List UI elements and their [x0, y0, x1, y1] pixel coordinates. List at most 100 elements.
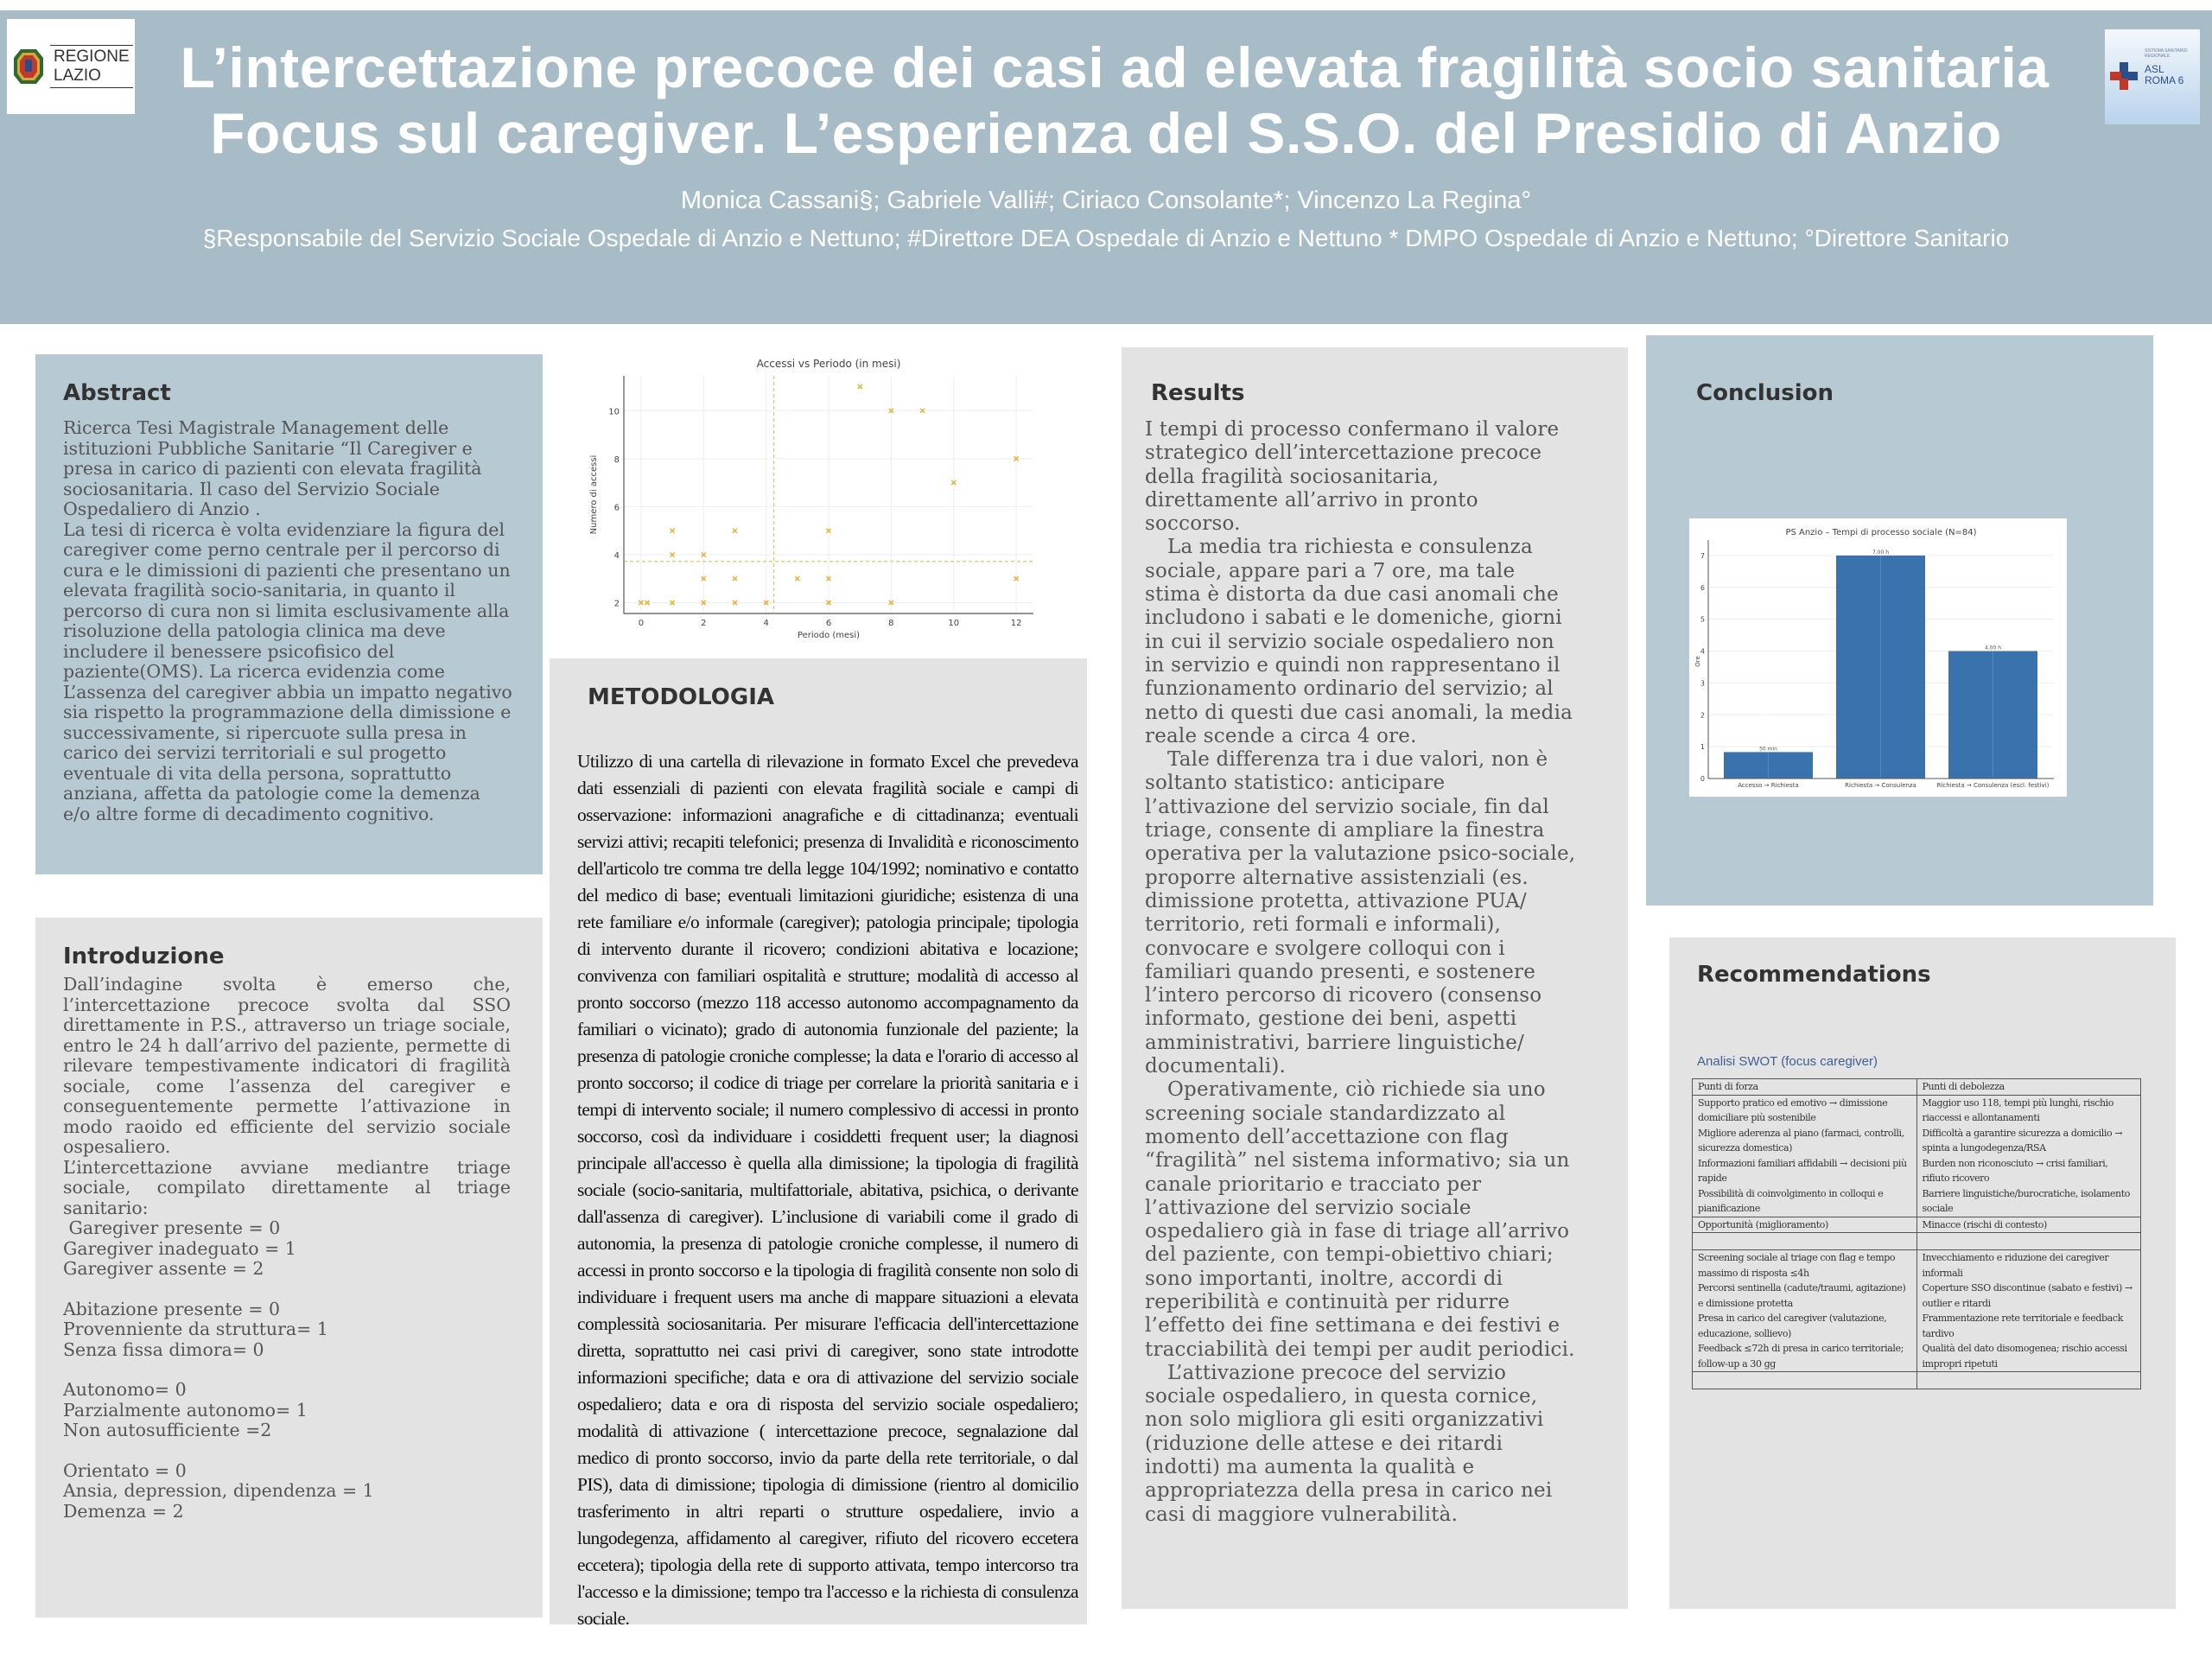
y-tick-label: 0 — [1700, 775, 1705, 783]
scatter-point — [794, 575, 800, 582]
scatter-point — [825, 528, 832, 534]
y-tick-label: 2 — [1700, 711, 1705, 719]
swot-item: Difficoltà a garantire sicurezza a domic… — [1922, 1127, 2123, 1154]
swot-opportunities-header: Opportunità (miglioramento) — [1692, 1216, 1917, 1233]
swot-item: Migliore aderenza al piano (farmaci, con… — [1698, 1127, 1904, 1154]
bar — [1836, 555, 1925, 779]
y-tick-label: 4 — [614, 551, 620, 561]
poster-title-line1: L’intercettazione precoce dei casi ad el… — [180, 35, 2050, 99]
swot-empty-row — [1692, 1371, 2141, 1389]
swot-item: Barriere linguistiche/burocratiche, isol… — [1922, 1187, 2131, 1215]
scatter-point — [825, 575, 832, 582]
swot-item: Feedback ≤72h di presa in carico territo… — [1698, 1343, 1904, 1370]
swot-header-row: Opportunità (miglioramento) Minacce (ris… — [1692, 1216, 2141, 1233]
swot-item: Percorsi sentinella (cadute/traumi, agit… — [1698, 1282, 1906, 1309]
asl-line2: ROMA 6 — [2145, 74, 2184, 86]
chart-title: PS Anzio – Tempi di processo sociale (N=… — [1785, 528, 1976, 537]
score-item: Garegiver inadeguato = 1 — [63, 1237, 296, 1259]
bar-data-label: 50 min — [1759, 746, 1777, 752]
results-heading: Results — [1151, 380, 1245, 406]
logo-text-line1: REGIONE — [54, 48, 130, 66]
y-tick-label: 6 — [614, 503, 620, 512]
x-tick-label: 0 — [639, 619, 644, 628]
swot-strengths-header: Punti di forza — [1692, 1078, 1917, 1096]
scatter-point — [919, 408, 925, 414]
score-item: Orientato = 0 — [63, 1459, 187, 1481]
swot-item: Informazioni familiari affidabili → deci… — [1698, 1157, 1907, 1185]
intro-score-group-caregiver: Garegiver presente = 0 Garegiver inadegua… — [63, 1217, 511, 1280]
logo-text-line2: LAZIO — [54, 67, 101, 85]
scatter-point — [701, 575, 707, 582]
swot-item: Qualità del dato disomogenea; rischio ac… — [1922, 1343, 2128, 1370]
poster-title-line2: Focus sul caregiver. L’esperienza del S.… — [210, 101, 2002, 165]
y-axis-label: Numero di accessi — [589, 455, 599, 535]
x-axis-label: Periodo (mesi) — [798, 631, 860, 639]
swot-table: Punti di forza Punti di debolezza Suppor… — [1692, 1078, 2141, 1389]
results-panel: Results I tempi di processo confermano i… — [1122, 347, 1628, 1609]
scatter-point — [732, 575, 738, 582]
swot-item: Frammentazione rete territoriale e feedb… — [1922, 1313, 2124, 1339]
red-cross-icon — [2110, 62, 2138, 90]
regione-lazio-logo: REGIONE LAZIO — [7, 19, 135, 114]
x-tick-label: 6 — [826, 619, 831, 628]
recommendations-heading: Recommendations — [1697, 962, 1931, 988]
swot-row: Supporto pratico ed emotivo → dimissione… — [1692, 1094, 2141, 1217]
asl-line1: ASL — [2145, 63, 2164, 75]
x-tick-label: Richiesta → Consulenza (escl. festivi) — [1937, 782, 2050, 789]
scatter-point — [638, 600, 644, 606]
scatter-point — [701, 600, 707, 606]
affiliations: §Responsabile del Servizio Sociale Osped… — [202, 225, 2010, 251]
x-tick-label: 8 — [888, 619, 893, 628]
swot-weaknesses-cell: Maggior uso 118, tempi più lunghi, risch… — [1916, 1094, 2141, 1217]
x-tick-label: Richiesta → Consulenza — [1845, 782, 1916, 789]
results-paragraph: Operativamente, ciò richiede sia uno scr… — [1145, 1078, 1575, 1361]
scatter-point — [645, 600, 651, 606]
chart-title: Accessi vs Periodo (in mesi) — [757, 358, 901, 370]
results-paragraph: I tempi di processo confermano il valore… — [1145, 418, 1560, 536]
swot-item: Screening sociale al triage con flag e t… — [1698, 1252, 1896, 1279]
y-tick-label: 4 — [1700, 648, 1705, 656]
bar — [1948, 651, 2037, 779]
score-item: Parzialmente autonomo= 1 — [63, 1399, 308, 1421]
scatter-point — [732, 528, 738, 534]
score-item: Abitazione presente = 0 — [63, 1298, 281, 1319]
bar — [1724, 752, 1813, 779]
poster-header — [0, 10, 2212, 324]
y-tick-label: 3 — [1700, 679, 1705, 687]
swot-strengths-cell: Supporto pratico ed emotivo → dimissione… — [1692, 1094, 1917, 1217]
scatter-point — [1014, 575, 1020, 582]
scatter-chart-accessi-vs-periodo: 0 2 4 6 8 10 12 2 4 6 8 10 Accessi vs Periodo (in me… — [589, 358, 1033, 639]
y-tick-label: 6 — [1700, 584, 1705, 592]
score-item: Non autosufficiente =2 — [63, 1420, 272, 1440]
x-tick-label: 2 — [701, 619, 706, 628]
conclusion-heading: Conclusion — [1696, 380, 1834, 406]
asl-roma6-logo: SISTEMA SANITARIO REGIONALE ASL ROMA 6 — [2105, 29, 2200, 124]
bar-data-label: 4.00 h — [1985, 645, 2001, 652]
intro-score-group-orientamento: Orientato = 0 Ansia, depression, dipenden… — [63, 1459, 511, 1522]
intro-score-group-abitazione: Abitazione presente = 0 Provenniente da s… — [63, 1298, 511, 1361]
y-tick-label: 10 — [608, 407, 620, 416]
intro-score-group-autonomia: Autonomo= 0 Parzialmente autonomo= 1 Non a… — [63, 1379, 511, 1441]
intro-paragraph: L’intercettazione avviane mediantre tria… — [63, 1156, 511, 1218]
asl-small-text: SISTEMA SANITARIO REGIONALE — [2145, 48, 2188, 59]
swot-weaknesses-header: Punti di debolezza — [1916, 1078, 2141, 1096]
results-paragraph: La media tra richiesta e consulenza soci… — [1145, 536, 1573, 747]
bar-chart-tempi-processo: 0 1 2 3 4 5 6 7 50 min Accesso → Richiesta 7.00 h R… — [1689, 518, 2067, 797]
abstract-panel: Abstract Ricerca Tesi Magistrale Managem… — [35, 354, 543, 874]
swot-item: Invecchiamento e riduzione dei caregiver… — [1922, 1252, 2109, 1279]
scatter-point — [701, 551, 707, 558]
bar-data-label: 7.00 h — [1872, 550, 1889, 556]
regione-lazio-crest-icon — [14, 49, 43, 84]
swot-header-row: Punti di forza Punti di debolezza — [1692, 1078, 2141, 1096]
score-item: Garegiver presente = 0 — [63, 1217, 281, 1238]
scatter-point — [1014, 455, 1020, 461]
scatter-point — [732, 600, 738, 606]
swot-item: Presa in carico del caregiver (valutazio… — [1698, 1313, 1887, 1339]
metodologia-text: Utilizzo di una cartella di rilevazione … — [577, 751, 1079, 1629]
swot-threats-header: Minacce (rischi di contesto) — [1916, 1216, 2141, 1233]
scatter-point — [888, 600, 894, 606]
recommendations-panel: Recommendations Analisi SWOT (focus care… — [1669, 938, 2176, 1609]
x-tick-label: 10 — [948, 619, 959, 628]
abstract-heading: Abstract — [63, 380, 171, 406]
metodologia-heading: METODOLOGIA — [588, 684, 775, 710]
